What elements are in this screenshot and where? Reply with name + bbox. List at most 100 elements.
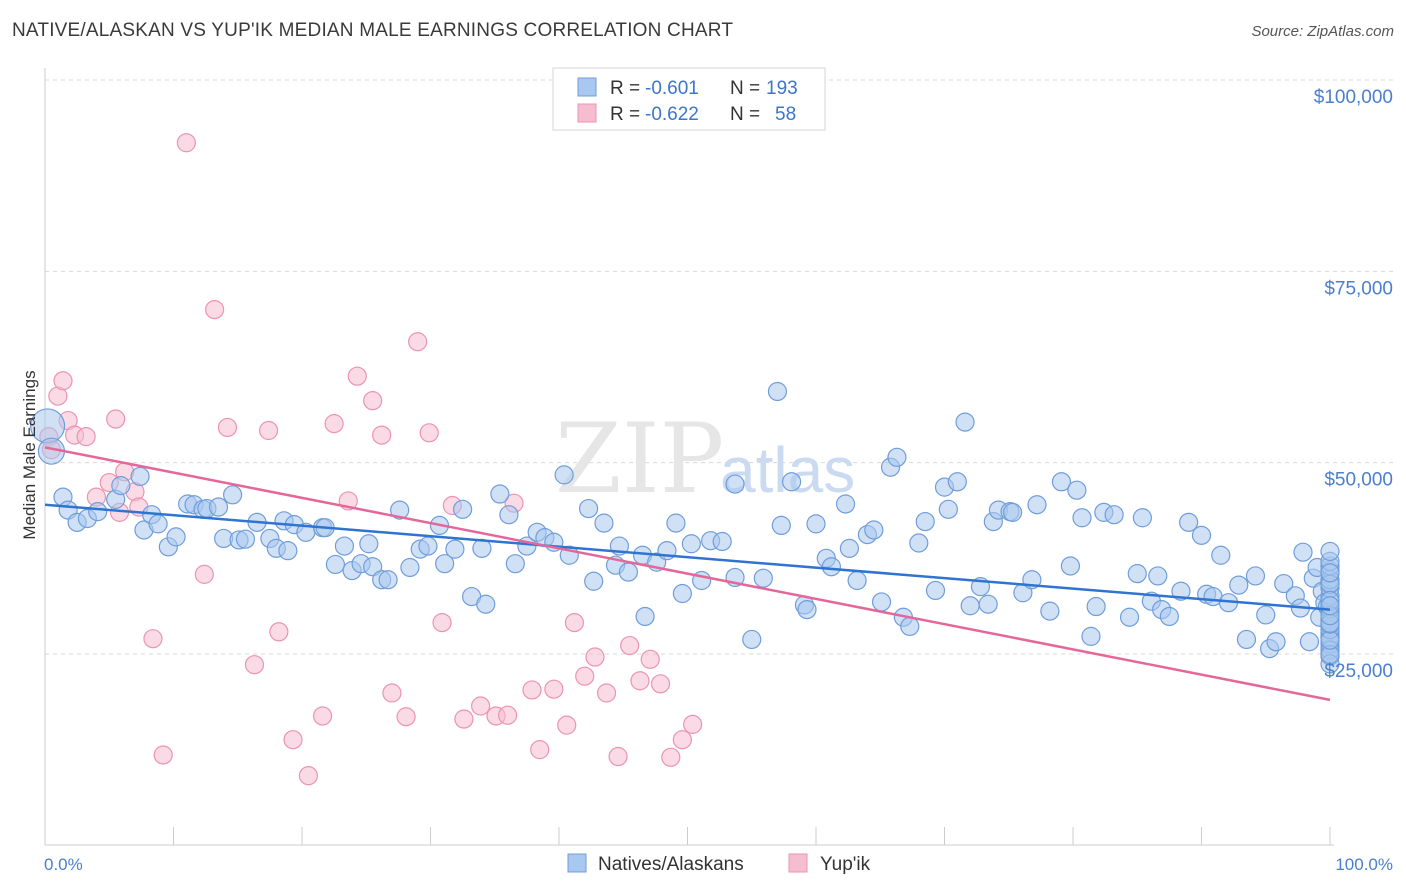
natives-point	[278, 541, 298, 561]
natives-point	[1274, 573, 1294, 594]
yupik-point	[298, 766, 319, 786]
yupik-point	[382, 683, 402, 703]
yupik-point	[258, 420, 279, 441]
natives-point	[960, 596, 980, 616]
yupik-point	[650, 674, 671, 694]
natives-point	[1051, 472, 1072, 492]
natives-point	[1159, 606, 1179, 627]
natives-point	[325, 554, 346, 575]
yupik-point	[396, 707, 416, 727]
watermark: ZIP atlas	[555, 403, 855, 515]
yupik-point	[432, 612, 452, 633]
bottom-legend: Natives/Alaskans Yup'ik	[567, 853, 871, 875]
natives-point	[453, 499, 473, 519]
yupik-point	[217, 417, 238, 438]
yupik-point	[454, 709, 474, 729]
natives-point	[938, 499, 958, 519]
natives-point	[839, 538, 860, 558]
natives-point	[618, 562, 638, 582]
yupik-point	[683, 714, 703, 734]
natives-point	[130, 466, 150, 487]
natives-point	[1236, 629, 1257, 650]
legend-r-value-1: -0.601	[645, 78, 699, 99]
natives-point	[378, 570, 398, 590]
yupik-point	[564, 612, 585, 633]
natives-point	[88, 502, 108, 522]
y-tick-label-0: $25,000	[1324, 661, 1393, 682]
trend-lines	[44, 446, 1331, 702]
legend-r-label-1: R =	[610, 78, 640, 99]
yupik-point	[372, 425, 392, 445]
natives-point	[584, 571, 604, 591]
natives-point	[767, 381, 788, 402]
natives-point	[925, 580, 946, 601]
natives-point	[1293, 542, 1313, 562]
natives-point	[753, 568, 773, 588]
yupik-point	[608, 746, 628, 767]
natives-point	[1191, 525, 1212, 545]
natives-point	[1320, 596, 1340, 616]
natives-point	[771, 515, 791, 536]
natives-point	[742, 629, 762, 650]
natives-point	[578, 498, 599, 519]
natives-point	[359, 534, 379, 554]
natives-point	[1171, 581, 1191, 601]
natives-point	[1256, 605, 1276, 625]
natives-point	[947, 472, 967, 492]
yupik-point	[53, 371, 73, 391]
yupik-point	[596, 683, 617, 703]
legend-swatch-yupik	[577, 103, 597, 123]
yupik-point	[76, 427, 96, 447]
natives-point	[166, 527, 186, 547]
natives-point	[1081, 626, 1101, 646]
x-tick-left: 0.0%	[44, 855, 83, 874]
natives-point	[1086, 596, 1106, 617]
natives-point	[1320, 541, 1340, 562]
natives-point	[1003, 502, 1023, 522]
natives-point	[445, 539, 465, 559]
natives-point	[435, 554, 455, 574]
natives-point	[1211, 545, 1231, 565]
natives-point	[806, 514, 826, 534]
yupik-point	[312, 706, 333, 726]
natives-point	[666, 513, 686, 533]
natives-point	[476, 594, 496, 614]
yupik-point	[557, 715, 577, 735]
natives-point	[1040, 601, 1060, 621]
natives-point	[1229, 575, 1249, 595]
yupik-point	[176, 133, 196, 153]
natives-point	[554, 465, 574, 485]
y-tick-label-1: $50,000	[1324, 470, 1393, 491]
yupik-points	[39, 133, 703, 786]
natives-point	[712, 531, 732, 552]
natives-point	[499, 505, 519, 525]
yupik-point	[106, 409, 126, 429]
yupik-point	[153, 745, 173, 765]
yupik-point	[408, 332, 428, 352]
legend-n-label-2: N =	[730, 104, 760, 125]
watermark-atlas: atlas	[720, 434, 855, 506]
legend-r-value-2: -0.622	[645, 104, 699, 125]
natives-point	[1245, 566, 1266, 586]
natives-point	[1320, 630, 1340, 650]
yupik-point	[471, 696, 491, 716]
yupik-trend-line	[44, 446, 1331, 702]
legend-n-label-1: N =	[730, 78, 760, 99]
natives-point	[1127, 564, 1147, 584]
natives-point	[864, 520, 884, 540]
natives-point	[490, 484, 510, 504]
bottom-legend-natives: Natives/Alaskans	[598, 854, 744, 875]
natives-point	[1299, 632, 1320, 652]
source-label: Source: ZipAtlas.com	[1251, 23, 1394, 40]
y-axis-label: Median Male Earnings	[20, 370, 39, 539]
natives-point	[635, 606, 655, 627]
natives-point	[1320, 563, 1340, 583]
natives-point	[955, 412, 975, 432]
natives-point	[1060, 556, 1081, 576]
natives-trend-line	[44, 503, 1331, 611]
natives-point	[1104, 505, 1124, 525]
natives-point	[363, 557, 383, 577]
legend-n-value-1: 193	[766, 78, 798, 99]
natives-point	[418, 536, 438, 556]
